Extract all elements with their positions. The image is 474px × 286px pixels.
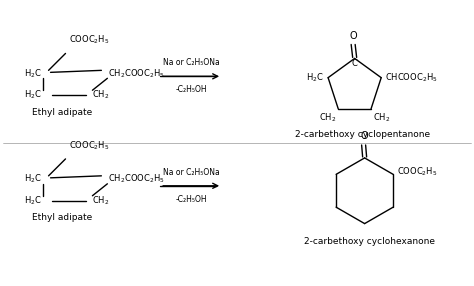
Text: H$_2$C: H$_2$C bbox=[24, 67, 42, 80]
Text: CHCOOC$_2$H$_5$: CHCOOC$_2$H$_5$ bbox=[385, 72, 438, 84]
Text: H$_2$C: H$_2$C bbox=[24, 194, 42, 207]
Text: CH$_2$: CH$_2$ bbox=[92, 89, 110, 102]
Text: CH$_2$: CH$_2$ bbox=[92, 194, 110, 207]
Text: CH$_2$COOC$_2$H$_5$: CH$_2$COOC$_2$H$_5$ bbox=[109, 172, 165, 185]
Text: CH$_2$: CH$_2$ bbox=[319, 112, 336, 124]
Text: O: O bbox=[350, 31, 357, 41]
Text: Na or C₂H₅ONa: Na or C₂H₅ONa bbox=[163, 168, 219, 177]
Text: CH$_2$COOC$_2$H$_5$: CH$_2$COOC$_2$H$_5$ bbox=[109, 67, 165, 80]
Text: COOC$_2$H$_5$: COOC$_2$H$_5$ bbox=[70, 140, 110, 152]
Text: O: O bbox=[361, 131, 368, 141]
Text: 2-carbethoxy cyclopentanone: 2-carbethoxy cyclopentanone bbox=[295, 130, 430, 138]
Text: CH$_2$: CH$_2$ bbox=[373, 112, 391, 124]
Text: COOC$_2$H$_5$: COOC$_2$H$_5$ bbox=[70, 34, 110, 46]
Text: -C₂H₅OH: -C₂H₅OH bbox=[175, 195, 207, 204]
Text: C: C bbox=[352, 59, 357, 68]
Text: Na or C₂H₅ONa: Na or C₂H₅ONa bbox=[163, 58, 219, 67]
Text: 2-carbethoxy cyclohexanone: 2-carbethoxy cyclohexanone bbox=[304, 237, 435, 246]
Text: COOC$_2$H$_5$: COOC$_2$H$_5$ bbox=[397, 165, 438, 178]
Text: H$_2$C: H$_2$C bbox=[306, 72, 324, 84]
Text: H$_2$C: H$_2$C bbox=[24, 89, 42, 102]
Text: Ethyl adipate: Ethyl adipate bbox=[32, 108, 92, 117]
Text: H$_2$C: H$_2$C bbox=[24, 172, 42, 185]
Text: -C₂H₅OH: -C₂H₅OH bbox=[175, 85, 207, 94]
Text: Ethyl adipate: Ethyl adipate bbox=[32, 213, 92, 222]
